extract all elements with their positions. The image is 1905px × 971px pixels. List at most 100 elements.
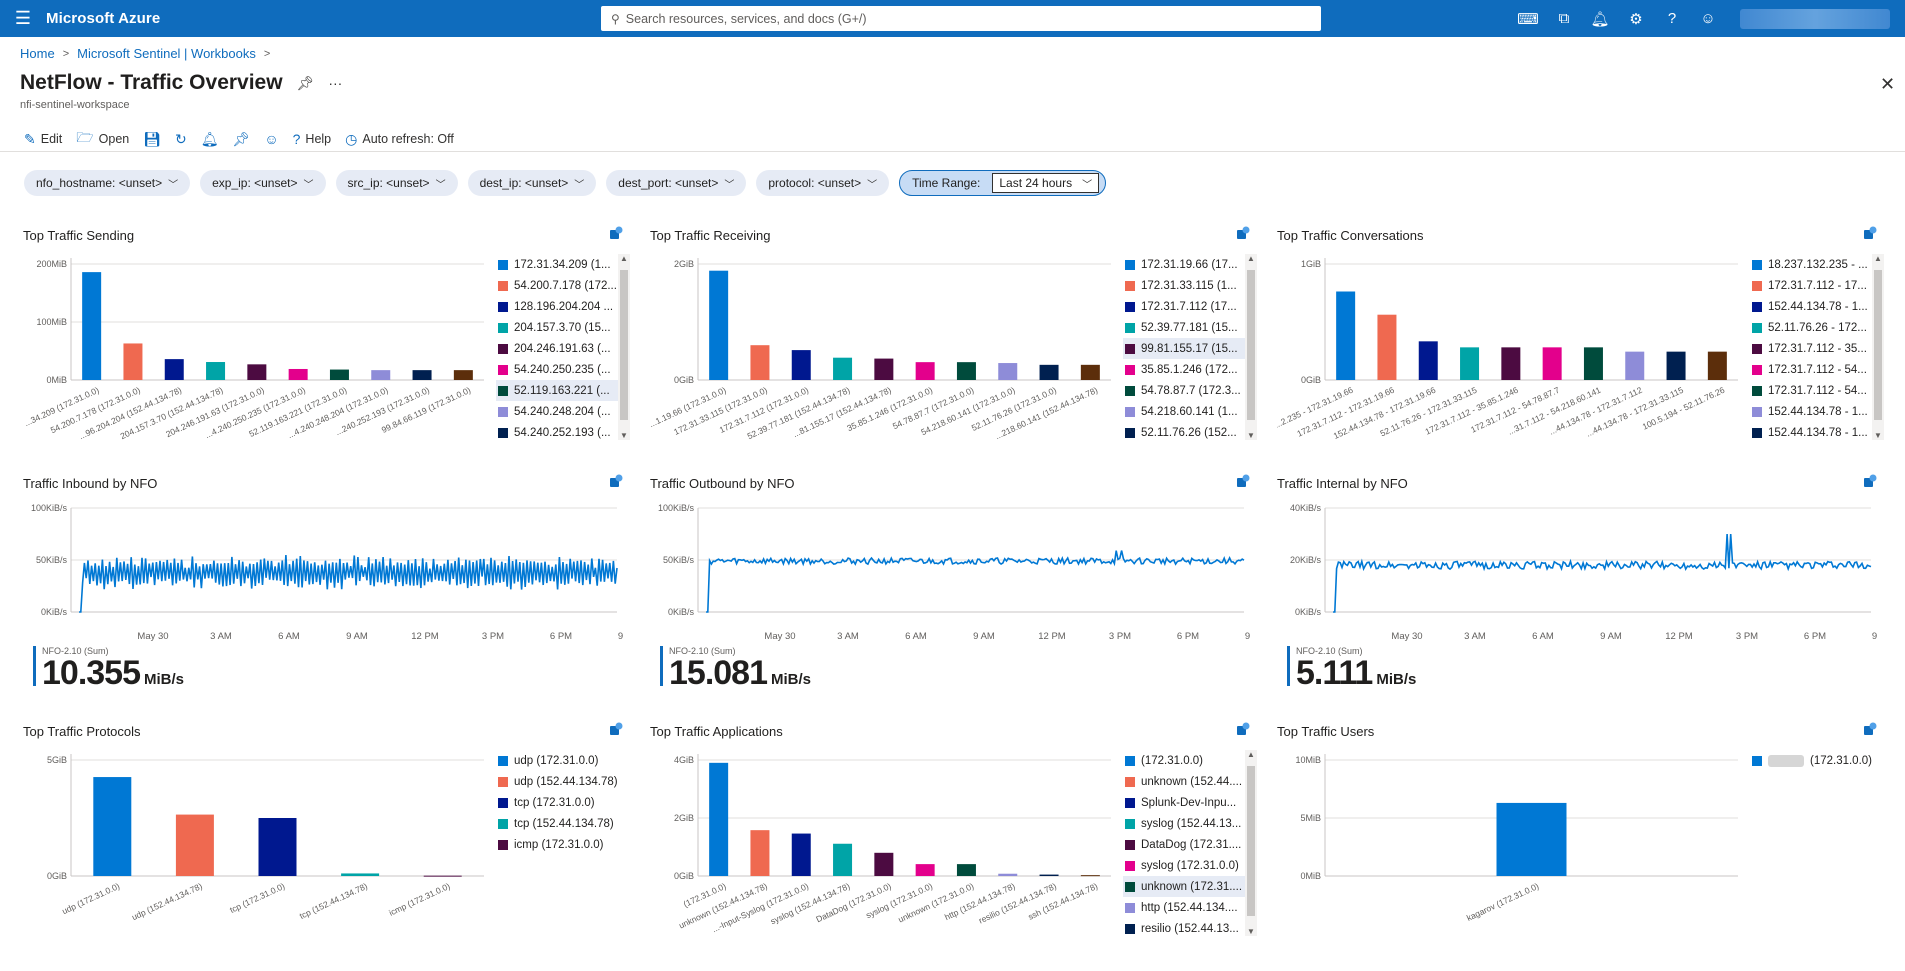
legend-item[interactable]: 52.39.77.181 (15... xyxy=(1123,317,1245,338)
legend-item[interactable]: tcp (172.31.0.0) xyxy=(496,792,618,813)
legend-item[interactable]: udp (152.44.134.78) xyxy=(496,771,618,792)
help-icon[interactable]: ? xyxy=(1667,10,1677,27)
close-icon[interactable]: ✕ xyxy=(1880,74,1896,94)
bar-18-237-132-235-172-31-19-66[interactable] xyxy=(1336,291,1356,380)
param-time-range[interactable]: Time Range: Last 24 hours ﹀ xyxy=(899,170,1107,196)
legend-item[interactable]: 54.240.248.204 (... xyxy=(496,401,618,422)
bar-172-31-7-112-54-78-87-7[interactable] xyxy=(1542,347,1562,380)
bar-172-31-34-209-172-31-0-0[interactable] xyxy=(82,272,102,380)
scroll-thumb[interactable] xyxy=(620,270,628,420)
feedback-button[interactable]: ☺ xyxy=(264,131,286,147)
bar-http-152-44-134-78[interactable] xyxy=(998,873,1018,876)
bar-54-78-87-7-172-31-0-0[interactable] xyxy=(956,362,976,380)
param-protocol[interactable]: protocol: <unset> ﹀ xyxy=(756,170,890,196)
bar-172-31-19-66-172-31-0-0[interactable] xyxy=(709,270,729,380)
bar-52-11-76-26-172-31-33-115[interactable] xyxy=(1460,347,1480,380)
legend-scrollbar[interactable]: ▲ ▼ xyxy=(618,254,630,440)
legend-item[interactable]: (172.31.0.0) xyxy=(1750,750,1872,771)
scroll-down-icon[interactable]: ▼ xyxy=(1247,927,1255,936)
brand-title[interactable]: Microsoft Azure xyxy=(46,10,161,27)
bar-resilio-152-44-134-78[interactable] xyxy=(1039,874,1059,876)
feedback-icon[interactable]: ☺ xyxy=(1700,10,1716,27)
legend-item[interactable]: 54.240.250.235 (... xyxy=(496,359,618,380)
legend-item[interactable]: 152.44.134.78 - 1... xyxy=(1750,296,1872,317)
bar-udp-172-31-0-0[interactable] xyxy=(93,777,132,876)
legend-item[interactable]: unknown (152.44.... xyxy=(1123,771,1245,792)
legend-item[interactable]: 204.246.191.63 (... xyxy=(496,338,618,359)
global-search-input[interactable]: ⚲ Search resources, services, and docs (G… xyxy=(601,6,1321,31)
bar-172-31-7-112-35-85-1-246[interactable] xyxy=(1501,347,1521,380)
legend-item[interactable]: 172.31.7.112 - 54... xyxy=(1750,359,1872,380)
bar-99-81-155-17-152-44-134-78[interactable] xyxy=(874,358,894,380)
legend-item[interactable]: 54.78.87.7 (172.3... xyxy=(1123,380,1245,401)
open-button[interactable]: 🗁︎ Open xyxy=(76,127,137,151)
legend-item[interactable]: 35.85.1.246 (172... xyxy=(1123,359,1245,380)
scroll-thumb[interactable] xyxy=(1247,270,1255,420)
scroll-thumb[interactable] xyxy=(1247,766,1255,916)
scroll-down-icon[interactable]: ▼ xyxy=(1247,431,1255,440)
bar-100-5-194-52-11-76-26[interactable] xyxy=(1707,351,1727,380)
help-button[interactable]: ? Help xyxy=(293,131,340,147)
bar-172-31-0-0[interactable] xyxy=(709,762,729,876)
legend-item[interactable]: 172.31.19.66 (17... xyxy=(1123,254,1245,275)
series-line-nfo[interactable] xyxy=(1333,533,1872,613)
legend-item[interactable]: http (152.44.134.... xyxy=(1123,897,1245,918)
bar-172-31-7-112-54-218-60-141[interactable] xyxy=(1583,347,1603,380)
bar-172-31-7-112-172-31-0-0[interactable] xyxy=(791,350,811,380)
bar-52-11-76-26-172-31-0-0[interactable] xyxy=(1039,364,1059,380)
chart-options-icon[interactable] xyxy=(1863,226,1877,240)
bar-204-246-191-63-172-31-0-0[interactable] xyxy=(247,364,267,380)
param-exp-ip[interactable]: exp_ip: <unset> ﹀ xyxy=(200,170,326,196)
settings-icon[interactable]: ⚙ xyxy=(1629,10,1643,28)
chart-options-icon[interactable] xyxy=(1863,474,1877,488)
legend-item[interactable]: Splunk-Dev-Inpu... xyxy=(1123,792,1245,813)
pin-button[interactable]: 📌︎ xyxy=(233,131,259,148)
bar-unknown-172-31-0-0[interactable] xyxy=(956,864,976,876)
bar-152-44-134-78-172-31-19-66[interactable] xyxy=(1418,341,1438,380)
bar-152-44-134-78-172-31-33-115[interactable] xyxy=(1666,351,1686,380)
bar-splunk-dev-input-syslog-172-31-0-0[interactable] xyxy=(791,833,811,876)
legend-scrollbar[interactable]: ▲ ▼ xyxy=(1245,254,1257,440)
save-button[interactable]: 💾︎ xyxy=(143,131,169,148)
legend-item[interactable]: 172.31.7.112 (17... xyxy=(1123,296,1245,317)
menu-icon[interactable]: ☰ xyxy=(14,8,32,28)
scroll-down-icon[interactable]: ▼ xyxy=(620,431,628,440)
bar-152-44-134-78-172-31-7-112[interactable] xyxy=(1625,351,1645,380)
chart-options-icon[interactable] xyxy=(1236,474,1250,488)
bar-99-84-66-119-172-31-0-0[interactable] xyxy=(453,370,473,380)
chart-options-icon[interactable] xyxy=(1236,226,1250,240)
bar-52-39-77-181-152-44-134-78[interactable] xyxy=(833,357,853,380)
bar-tcp-152-44-134-78[interactable] xyxy=(341,873,380,876)
legend-item[interactable]: icmp (172.31.0.0) xyxy=(496,834,618,855)
bar-52-119-163-221-172-31-0-0[interactable] xyxy=(329,369,349,380)
legend-item[interactable]: 172.31.33.115 (1... xyxy=(1123,275,1245,296)
breadcrumb-workbooks[interactable]: Microsoft Sentinel | Workbooks xyxy=(77,46,256,61)
bar-datadog-172-31-0-0[interactable] xyxy=(874,852,894,876)
legend-item[interactable]: syslog (172.31.0.0) xyxy=(1123,855,1245,876)
legend-item[interactable]: 204.157.3.70 (15... xyxy=(496,317,618,338)
chart-options-icon[interactable] xyxy=(1236,722,1250,736)
bar-tcp-172-31-0-0[interactable] xyxy=(258,818,297,876)
chart-options-icon[interactable] xyxy=(1863,722,1877,736)
account-avatar[interactable] xyxy=(1740,9,1890,29)
param-src-ip[interactable]: src_ip: <unset> ﹀ xyxy=(335,170,458,196)
legend-item[interactable]: 152.44.134.78 - 1... xyxy=(1750,422,1872,440)
bar-204-157-3-70-152-44-134-78[interactable] xyxy=(206,362,226,380)
bar-54-240-248-204-172-31-0-0[interactable] xyxy=(371,370,391,380)
legend-scrollbar[interactable]: ▲ ▼ xyxy=(1245,750,1257,936)
legend-item[interactable]: DataDog (172.31.... xyxy=(1123,834,1245,855)
more-icon[interactable]: ··· xyxy=(328,75,343,91)
bar-syslog-172-31-0-0[interactable] xyxy=(915,864,935,876)
bar-172-31-33-115-172-31-0-0[interactable] xyxy=(750,345,770,380)
legend-item[interactable]: 128.196.204.204 ... xyxy=(496,296,618,317)
legend-item[interactable]: 152.44.134.78 - 1... xyxy=(1750,401,1872,422)
series-line-nfo[interactable] xyxy=(706,550,1245,613)
param-dest-ip[interactable]: dest_ip: <unset> ﹀ xyxy=(467,170,597,196)
bar-54-240-252-193-172-31-0-0[interactable] xyxy=(412,370,432,380)
bar-ssh-152-44-134-78[interactable] xyxy=(1080,875,1100,877)
chart-options-icon[interactable] xyxy=(609,474,623,488)
pin-icon[interactable]: 📌︎ xyxy=(296,74,315,91)
legend-item[interactable]: 99.81.155.17 (15... xyxy=(1123,338,1245,359)
legend-item[interactable]: unknown (172.31.... xyxy=(1123,876,1245,897)
legend-item[interactable]: tcp (152.44.134.78) xyxy=(496,813,618,834)
